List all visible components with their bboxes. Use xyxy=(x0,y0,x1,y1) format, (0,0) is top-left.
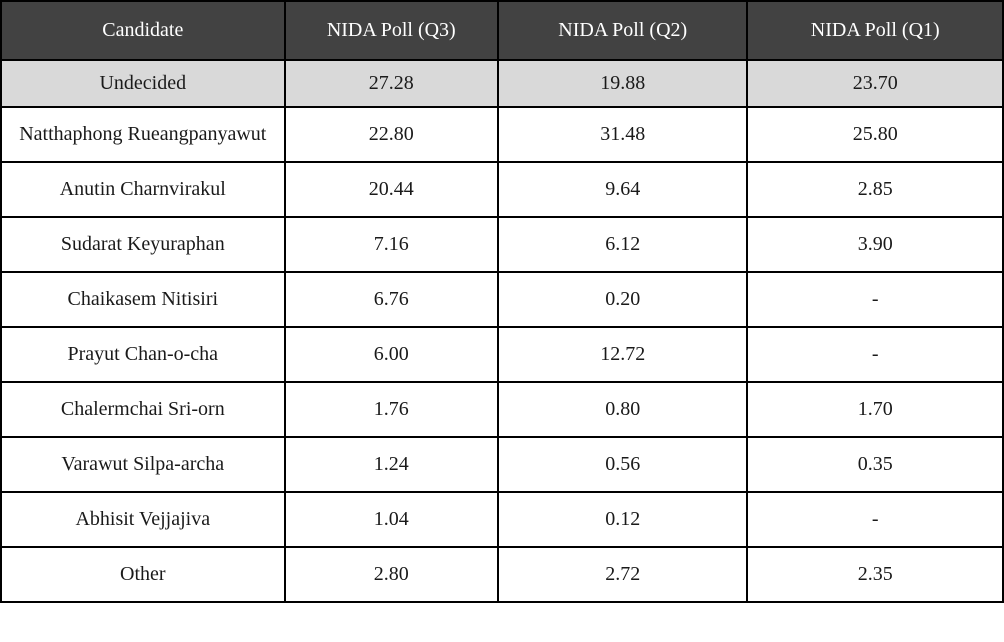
candidate-cell: Natthaphong Rueangpanyawut xyxy=(0,106,286,163)
value-cell-q1: 1.70 xyxy=(746,381,1004,438)
value-cell-q1: - xyxy=(746,326,1004,383)
column-header-nida-poll-q1: NIDA Poll (Q1) xyxy=(746,0,1004,61)
candidate-cell: Abhisit Vejjajiva xyxy=(0,491,286,548)
table-row-chalermchai: Chalermchai Sri-orn 1.76 0.80 1.70 xyxy=(0,381,1004,438)
table-row-other: Other 2.80 2.72 2.35 xyxy=(0,546,1004,603)
candidate-cell: Undecided xyxy=(0,59,286,108)
value-cell-q1: 3.90 xyxy=(746,216,1004,273)
table-body: Undecided 27.28 19.88 23.70 Natthaphong … xyxy=(0,59,1004,603)
candidate-cell: Chalermchai Sri-orn xyxy=(0,381,286,438)
value-cell-q3: 20.44 xyxy=(283,161,499,218)
table-header: Candidate NIDA Poll (Q3) NIDA Poll (Q2) … xyxy=(0,0,1004,61)
value-cell-q3: 7.16 xyxy=(283,216,499,273)
header-row: Candidate NIDA Poll (Q3) NIDA Poll (Q2) … xyxy=(0,0,1004,61)
table-row-varawut: Varawut Silpa-archa 1.24 0.56 0.35 xyxy=(0,436,1004,493)
column-header-nida-poll-q3: NIDA Poll (Q3) xyxy=(283,0,499,61)
candidate-cell: Anutin Charnvirakul xyxy=(0,161,286,218)
candidate-cell: Prayut Chan-o-cha xyxy=(0,326,286,383)
value-cell-q2: 0.12 xyxy=(496,491,749,548)
table-row-undecided: Undecided 27.28 19.88 23.70 xyxy=(0,59,1004,108)
table-row-sudarat: Sudarat Keyuraphan 7.16 6.12 3.90 xyxy=(0,216,1004,273)
value-cell-q3: 1.24 xyxy=(283,436,499,493)
value-cell-q3: 6.76 xyxy=(283,271,499,328)
value-cell-q3: 1.04 xyxy=(283,491,499,548)
value-cell-q2: 0.80 xyxy=(496,381,749,438)
candidate-cell: Sudarat Keyuraphan xyxy=(0,216,286,273)
value-cell-q1: - xyxy=(746,271,1004,328)
value-cell-q1: - xyxy=(746,491,1004,548)
table-row-anutin: Anutin Charnvirakul 20.44 9.64 2.85 xyxy=(0,161,1004,218)
value-cell-q1: 0.35 xyxy=(746,436,1004,493)
value-cell-q1: 2.85 xyxy=(746,161,1004,218)
value-cell-q2: 9.64 xyxy=(496,161,749,218)
value-cell-q2: 0.20 xyxy=(496,271,749,328)
value-cell-q2: 2.72 xyxy=(496,546,749,603)
value-cell-q3: 27.28 xyxy=(283,59,499,108)
value-cell-q2: 6.12 xyxy=(496,216,749,273)
nida-poll-table: Candidate NIDA Poll (Q3) NIDA Poll (Q2) … xyxy=(0,0,1004,603)
table-row-natthaphong: Natthaphong Rueangpanyawut 22.80 31.48 2… xyxy=(0,106,1004,163)
table-row-prayut: Prayut Chan-o-cha 6.00 12.72 - xyxy=(0,326,1004,383)
value-cell-q2: 12.72 xyxy=(496,326,749,383)
column-header-candidate: Candidate xyxy=(0,0,286,61)
column-header-nida-poll-q2: NIDA Poll (Q2) xyxy=(496,0,749,61)
value-cell-q2: 31.48 xyxy=(496,106,749,163)
value-cell-q3: 1.76 xyxy=(283,381,499,438)
table-row-abhisit: Abhisit Vejjajiva 1.04 0.12 - xyxy=(0,491,1004,548)
value-cell-q2: 0.56 xyxy=(496,436,749,493)
candidate-cell: Chaikasem Nitisiri xyxy=(0,271,286,328)
value-cell-q3: 22.80 xyxy=(283,106,499,163)
value-cell-q2: 19.88 xyxy=(496,59,749,108)
value-cell-q3: 6.00 xyxy=(283,326,499,383)
value-cell-q3: 2.80 xyxy=(283,546,499,603)
candidate-cell: Other xyxy=(0,546,286,603)
table-row-chaikasem: Chaikasem Nitisiri 6.76 0.20 - xyxy=(0,271,1004,328)
value-cell-q1: 2.35 xyxy=(746,546,1004,603)
value-cell-q1: 25.80 xyxy=(746,106,1004,163)
value-cell-q1: 23.70 xyxy=(746,59,1004,108)
candidate-cell: Varawut Silpa-archa xyxy=(0,436,286,493)
